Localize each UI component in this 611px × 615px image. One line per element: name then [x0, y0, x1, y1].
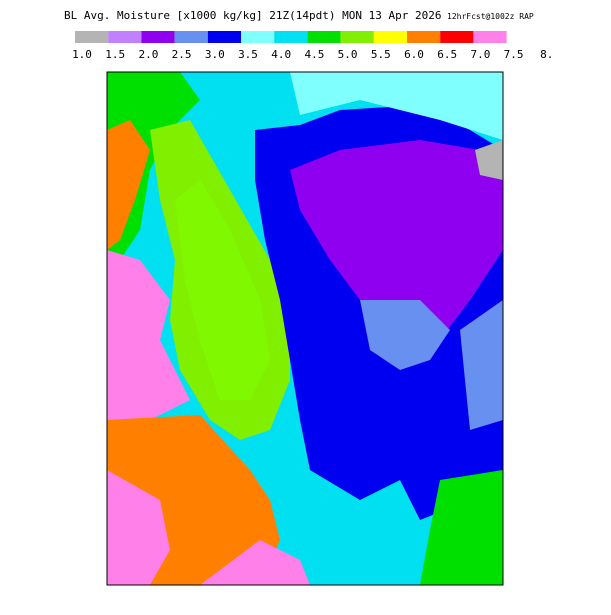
- color-swatch: [75, 31, 109, 43]
- map: [106, 71, 504, 586]
- color-swatch: [440, 31, 474, 43]
- colorbar-label: 2.5: [172, 48, 192, 61]
- title: BL Avg. Moisture [x1000 kg/kg] 21Z(14pdt…: [64, 9, 442, 22]
- color-swatch: [473, 31, 507, 43]
- color-swatch: [108, 31, 142, 43]
- subtitle: 12hrFcst@1002z RAP: [447, 12, 534, 21]
- color-swatch: [373, 31, 407, 43]
- colorbar-label: 5.5: [371, 48, 391, 61]
- colorbar-label: 3.0: [205, 48, 225, 61]
- color-swatch: [174, 31, 208, 43]
- color-swatch: [207, 31, 241, 43]
- colorbar-label: 7.0: [470, 48, 490, 61]
- color-swatch: [141, 31, 175, 43]
- color-swatch: [274, 31, 308, 43]
- colorbar-label: 5.0: [338, 48, 358, 61]
- colorbar-label: 6.0: [404, 48, 424, 61]
- colorbar-label: 2.0: [138, 48, 158, 61]
- colorbar-label: 4.0: [271, 48, 291, 61]
- color-swatch: [241, 31, 275, 43]
- colorbar-label: 8.: [540, 48, 553, 61]
- colorbar-label: 1.5: [105, 48, 125, 61]
- colorbar-label: 7.5: [504, 48, 524, 61]
- colorbar-label: 4.5: [304, 48, 324, 61]
- colorbar-label: 6.5: [437, 48, 457, 61]
- colorbar: 1.0 1.5 2.0 2.5 3.0 3.5 4.0 4.5 5.0 5.5 6.0 6.5 7.0 7…: [72, 31, 553, 61]
- color-swatch: [340, 31, 374, 43]
- colorbar-label: 3.5: [238, 48, 258, 61]
- colorbar-label: 1.0: [72, 48, 92, 61]
- color-swatch: [307, 31, 341, 43]
- color-swatch: [407, 31, 441, 43]
